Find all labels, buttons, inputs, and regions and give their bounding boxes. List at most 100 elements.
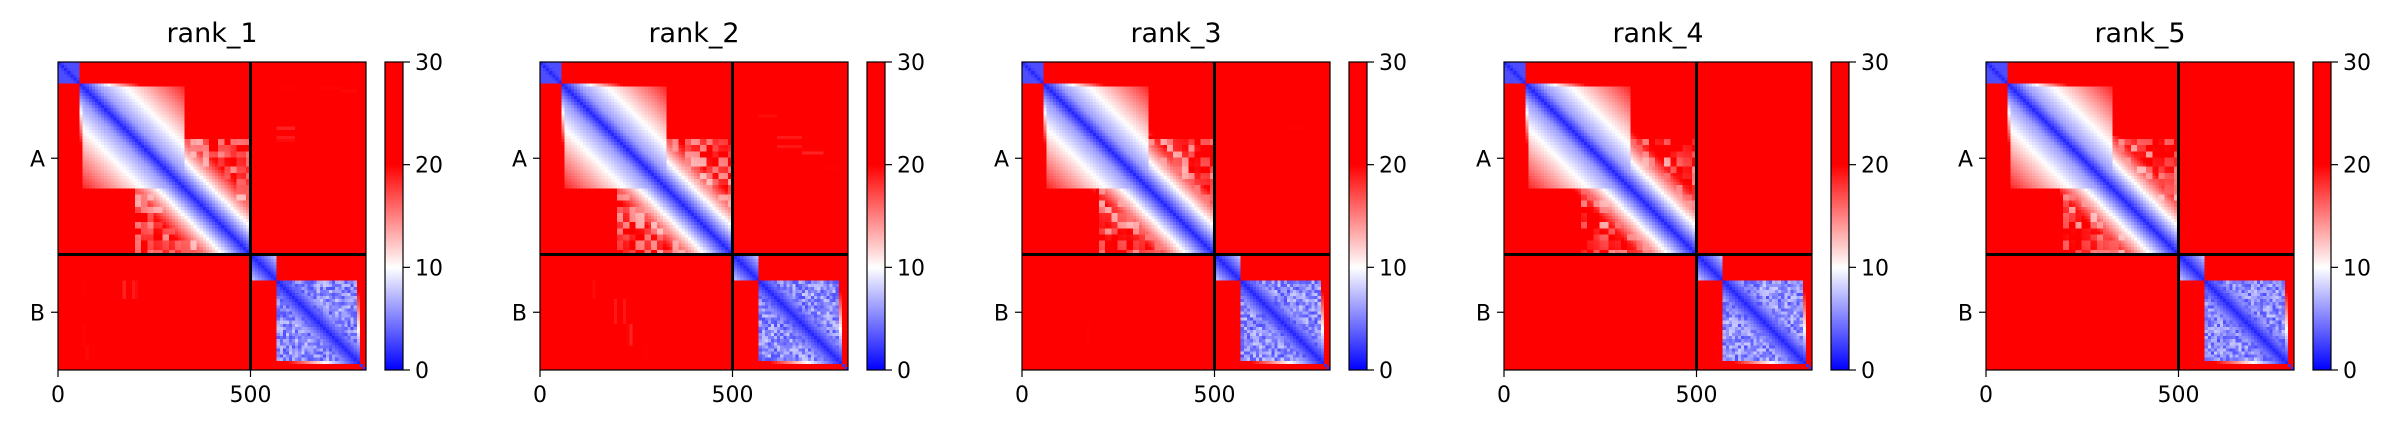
heatmap-cell [227,127,230,130]
heatmap-cell [120,93,123,96]
heatmap-cell [101,164,104,167]
heatmap-cell [320,99,323,102]
heatmap-cell [95,145,98,148]
heatmap-cell [351,121,354,124]
heatmap-cell [307,114,310,117]
heatmap-cell [153,157,156,160]
heatmap-cell [283,102,286,105]
heatmap-cell [141,74,144,77]
heatmap-cell [307,182,310,185]
heatmap-cell [277,148,280,151]
heatmap-cell [289,127,292,130]
heatmap-cell [255,114,258,117]
heatmap-cell [92,102,95,105]
heatmap-cell [138,90,141,93]
heatmap-cell [83,201,86,204]
heatmap-cell [314,99,317,102]
heatmap-cell [150,111,153,114]
heatmap-cell [83,151,86,154]
heatmap-cell [184,108,187,111]
heatmap-cell [286,108,289,111]
heatmap-cell [323,191,326,194]
heatmap-cell [329,133,332,136]
heatmap-cell [120,157,123,160]
heatmap-cell [178,201,181,204]
heatmap-cell [338,139,341,142]
heatmap-cell [307,201,310,204]
heatmap-cell [98,176,101,179]
heatmap-cell [92,142,95,145]
heatmap-cell [280,99,283,102]
heatmap-cell [271,114,274,117]
heatmap-cell [274,179,277,182]
heatmap-cell [329,68,332,71]
heatmap-cell [126,191,129,194]
heatmap-cell [351,68,354,71]
heatmap-cell [107,191,110,194]
heatmap-cell [110,77,113,80]
heatmap-cell [280,102,283,105]
heatmap-cell [153,198,156,201]
heatmap-cell [169,188,172,191]
heatmap-cell [172,71,175,74]
heatmap-cell [286,167,289,170]
heatmap-cell [104,99,107,102]
heatmap-cell [295,188,298,191]
heatmap-cell [104,167,107,170]
heatmap-cell [132,108,135,111]
heatmap-cell [246,207,249,210]
heatmap-cell [227,185,230,188]
heatmap-cell [304,182,307,185]
heatmap-cell [95,164,98,167]
heatmap-cell [277,84,280,87]
heatmap-cell [160,136,163,139]
heatmap-cell [123,74,126,77]
heatmap-cell [301,139,304,142]
heatmap-cell [89,117,92,120]
heatmap-cell [311,176,314,179]
heatmap-cell [215,65,218,68]
heatmap-cell [98,130,101,133]
heatmap-cell [107,204,110,207]
heatmap-cell [197,145,200,148]
heatmap-cell [344,182,347,185]
heatmap-cell [98,111,101,114]
heatmap-cell [304,124,307,127]
heatmap-cell [190,210,193,213]
heatmap-cell [200,145,203,148]
heatmap-cell [271,145,274,148]
heatmap-cell [120,198,123,201]
heatmap-cell [252,87,255,90]
heatmap-cell [237,99,240,102]
heatmap-cell [157,114,160,117]
heatmap-cell [357,121,360,124]
heatmap-cell [147,105,150,108]
heatmap-cell [344,127,347,130]
heatmap-cell [86,154,89,157]
heatmap-cell [246,210,249,213]
heatmap-cell [341,68,344,71]
heatmap-cell [209,210,212,213]
heatmap-cell [326,87,329,90]
heatmap-cell [264,176,267,179]
heatmap-cell [218,145,221,148]
heatmap-cell [117,102,120,105]
heatmap-cell [147,210,150,213]
heatmap-cell [212,182,215,185]
heatmap-cell [138,201,141,204]
heatmap-cell [110,84,113,87]
heatmap-cell [123,198,126,201]
heatmap-cell [80,121,83,124]
heatmap-cell [234,114,237,117]
heatmap-cell [120,154,123,157]
heatmap-cell [132,93,135,96]
heatmap-cell [92,99,95,102]
heatmap-cell [221,201,224,204]
heatmap-cell [129,68,132,71]
heatmap-cell [104,185,107,188]
heatmap-cell [83,173,86,176]
heatmap-cell [215,185,218,188]
heatmap-cell [76,68,79,71]
heatmap-cell [357,154,360,157]
heatmap-cell [175,121,178,124]
